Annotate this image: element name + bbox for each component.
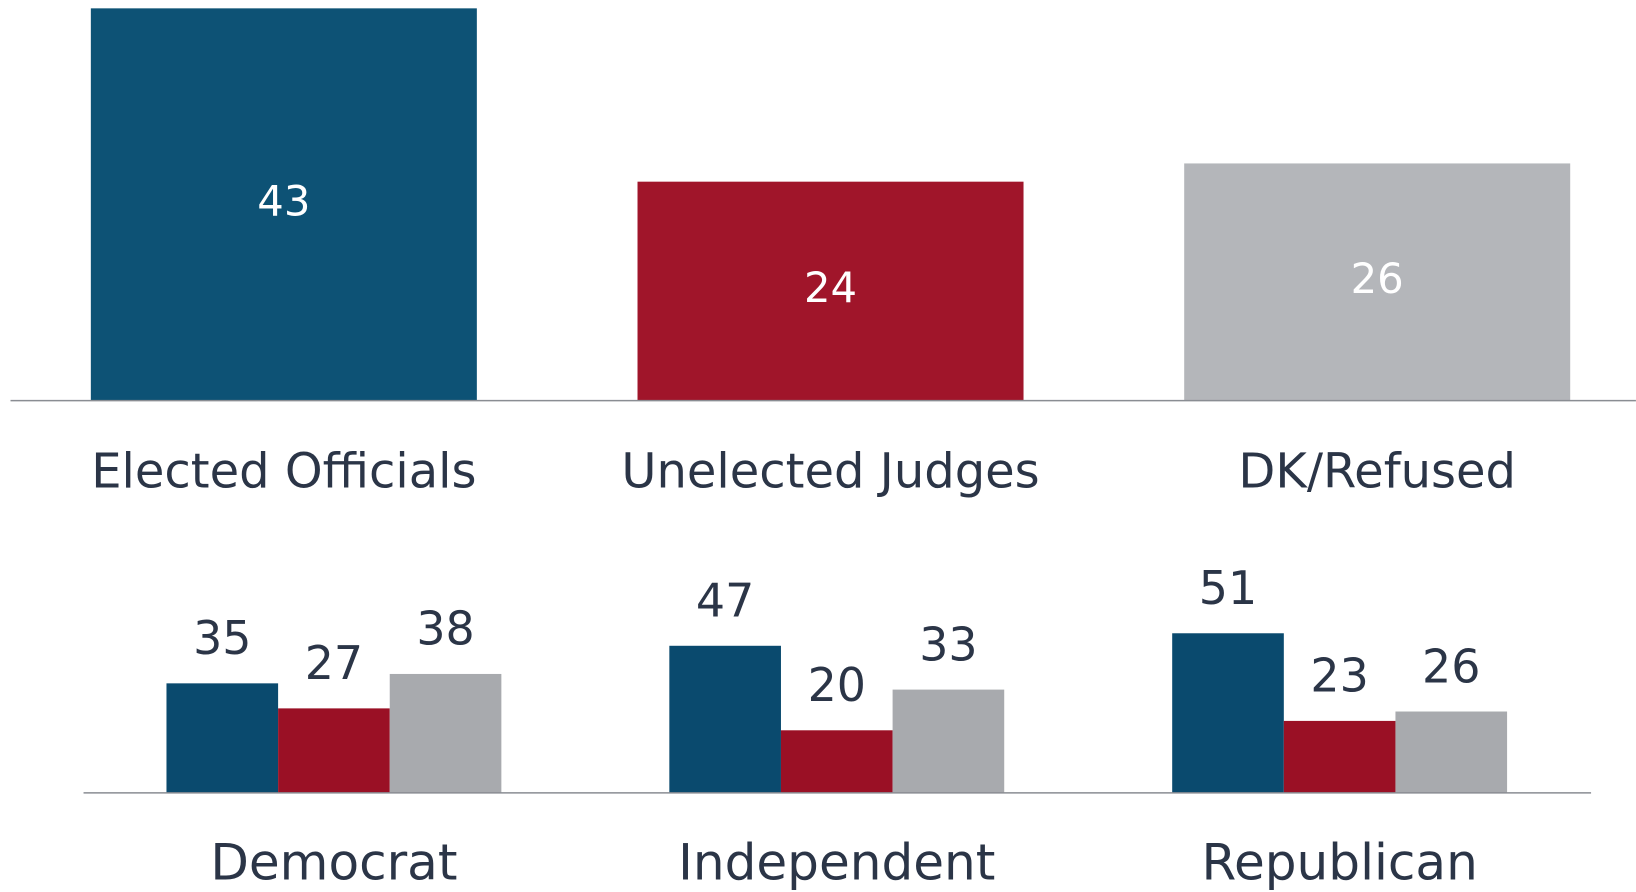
bar <box>278 708 390 793</box>
value-label: 23 <box>1310 649 1368 703</box>
category-label: DK/Refused <box>1238 444 1516 500</box>
value-label: 24 <box>804 263 857 312</box>
value-label: 26 <box>1351 254 1404 303</box>
category-label: Unelected Judges <box>621 444 1039 500</box>
bar <box>90 8 477 401</box>
bar <box>389 673 502 793</box>
bar <box>637 181 1024 401</box>
bar <box>1395 711 1508 793</box>
value-label: 26 <box>1422 639 1480 693</box>
category-label: Elected Officials <box>91 444 476 500</box>
value-label: 20 <box>808 658 866 712</box>
bar <box>892 689 1005 793</box>
value-label: 51 <box>1199 561 1257 615</box>
bar <box>1184 163 1571 401</box>
value-label: 47 <box>696 574 754 628</box>
value-label: 38 <box>416 602 474 656</box>
bar <box>1283 720 1396 793</box>
value-label: 35 <box>193 611 251 665</box>
bar <box>669 645 781 793</box>
value-label: 33 <box>919 617 977 671</box>
bar <box>1172 633 1284 793</box>
category-label: Independent <box>678 833 995 891</box>
bar <box>780 730 893 793</box>
value-label: 43 <box>257 176 310 225</box>
category-label: Republican <box>1201 833 1477 891</box>
value-label: 27 <box>305 636 363 690</box>
category-label: Democrat <box>210 833 457 891</box>
bar <box>166 683 279 793</box>
